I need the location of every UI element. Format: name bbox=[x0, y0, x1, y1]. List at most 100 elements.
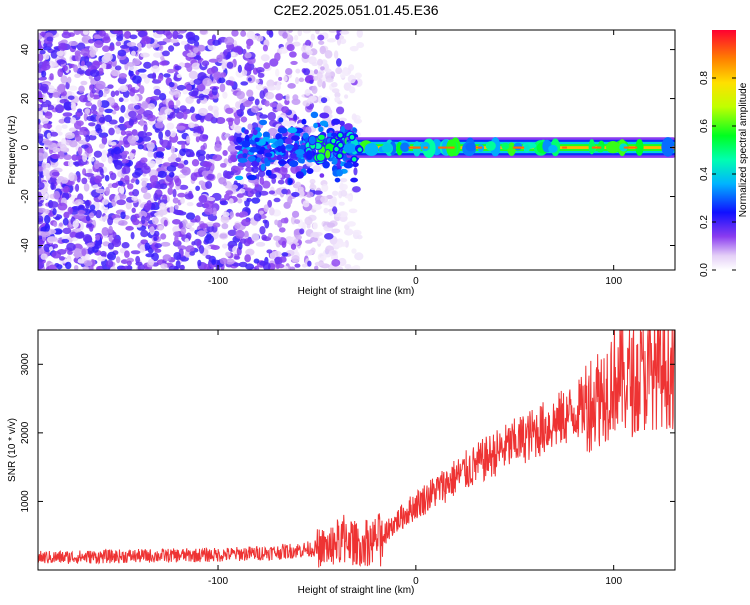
spectrogram-cell bbox=[313, 122, 319, 129]
spectrogram-cell bbox=[132, 75, 142, 84]
spectrogram-cell bbox=[267, 199, 272, 208]
spectrogram-cell bbox=[167, 140, 172, 149]
spectrogram-cell bbox=[266, 79, 275, 88]
spectrogram-cell bbox=[251, 160, 260, 167]
spectrogram-cell bbox=[170, 145, 176, 154]
spectrogram-cell bbox=[332, 190, 339, 196]
spectrogram-cell bbox=[301, 263, 308, 268]
spectrogram-cell bbox=[98, 89, 104, 98]
spectrogram-cell bbox=[101, 198, 109, 205]
spectrogram-cell bbox=[74, 249, 81, 259]
spectrogram-cell bbox=[63, 116, 72, 124]
spectrogram-cell bbox=[220, 162, 227, 168]
spectrogram-cell bbox=[265, 169, 272, 176]
spectrogram-cell bbox=[312, 222, 318, 230]
spectrogram-cell bbox=[82, 266, 90, 270]
spectrogram-cell bbox=[42, 123, 53, 129]
spectrogram-cell bbox=[156, 30, 165, 35]
spectrogram-cell bbox=[295, 68, 301, 74]
spectrogram-cell bbox=[242, 148, 248, 155]
spectrogram-cell bbox=[273, 197, 281, 203]
spectrogram-cell bbox=[145, 253, 155, 258]
spectrogram-cell bbox=[184, 238, 189, 243]
spectrogram-cell bbox=[334, 96, 341, 103]
spectrogram-cell bbox=[173, 251, 182, 261]
spectrogram-cell bbox=[339, 178, 348, 183]
spectrogram-cell bbox=[283, 75, 288, 82]
spectrogram-cell bbox=[234, 222, 241, 230]
spectrogram-cell bbox=[182, 111, 188, 120]
spectrogram-cell bbox=[114, 90, 120, 96]
spectrogram-cell bbox=[38, 53, 44, 62]
spectrogram-cell bbox=[38, 133, 44, 139]
spectrogram-cell bbox=[141, 165, 151, 174]
spectrogram-cell bbox=[103, 214, 109, 219]
spectrogram-cell bbox=[138, 85, 145, 95]
spectrogram-cell bbox=[99, 168, 104, 176]
spectrogram-cell bbox=[66, 90, 73, 97]
spectrogram-cell bbox=[131, 129, 138, 136]
spectrogram-cell bbox=[264, 157, 269, 164]
snr-frame bbox=[37, 329, 676, 571]
spectrogram-cell bbox=[113, 105, 120, 111]
spectrogram-cell bbox=[234, 166, 244, 171]
spectrogram-cell bbox=[282, 31, 288, 39]
spectrogram-cell bbox=[197, 259, 202, 267]
spectrogram-cell bbox=[301, 118, 307, 125]
spectrogram-cell bbox=[185, 135, 191, 144]
spectrogram-panel: -100 0 100 -40 -20 0 20 40 Height of straight l… bbox=[7, 29, 676, 297]
spectrogram-frame bbox=[37, 29, 676, 271]
spectrogram-cell bbox=[277, 166, 288, 176]
spectrogram-cell bbox=[70, 117, 77, 124]
spectrogram-cell bbox=[60, 75, 68, 84]
spectrogram-cell bbox=[278, 76, 283, 82]
spectrogram-cell bbox=[67, 76, 72, 84]
spectrogram-cell bbox=[213, 109, 219, 119]
spectrogram-cell bbox=[247, 77, 252, 82]
spectrogram-cell bbox=[222, 211, 230, 217]
spectrogram-cell bbox=[102, 45, 110, 52]
spectrogram-cell bbox=[263, 62, 271, 69]
spectrogram-cell bbox=[286, 44, 295, 52]
spectrogram-cell bbox=[137, 144, 144, 150]
spectrogram-cell bbox=[168, 45, 175, 52]
snr-xlabel: Height of straight line (km) bbox=[298, 585, 415, 596]
spectrogram-cell bbox=[41, 63, 51, 71]
spectrogram-cell bbox=[77, 210, 86, 215]
spectrogram-cell bbox=[62, 185, 70, 194]
spectrogram-cell bbox=[251, 232, 260, 242]
spectrogram-cell bbox=[275, 84, 281, 91]
spectrogram-cell bbox=[168, 265, 178, 270]
spectrogram-cell bbox=[186, 52, 197, 58]
spectrogram-cell bbox=[324, 49, 333, 59]
spectrogram-cell bbox=[275, 187, 283, 195]
spectrogram-cell bbox=[294, 263, 301, 268]
spectrogram-cell bbox=[159, 183, 168, 190]
spectrogram-cell bbox=[326, 38, 337, 43]
spectrogram-cell bbox=[56, 50, 64, 56]
spectrogram-cell bbox=[117, 140, 124, 146]
spectrogram-cell bbox=[240, 81, 249, 86]
spectrogram-cell bbox=[128, 65, 138, 72]
spectrogram-cell bbox=[172, 188, 177, 198]
spectrogram-cell bbox=[236, 109, 242, 115]
spectrogram-cell bbox=[98, 143, 105, 149]
spectrogram-cell bbox=[331, 228, 341, 234]
spectrogram-cell bbox=[173, 71, 180, 81]
spectrogram-cell bbox=[58, 222, 63, 227]
spectrogram-cell bbox=[208, 58, 219, 63]
spectrogram-cell bbox=[293, 34, 299, 41]
spectrogram-cell bbox=[153, 236, 158, 242]
spectrogram-peak bbox=[447, 146, 455, 149]
spectrogram-cell bbox=[158, 92, 167, 101]
spectrogram-cell bbox=[41, 117, 50, 125]
spectrogram-cell bbox=[240, 116, 248, 123]
spectrogram-cell bbox=[185, 148, 192, 158]
spectrogram-cell bbox=[53, 221, 58, 228]
spectrogram-cell bbox=[234, 145, 243, 151]
spectrogram-cell bbox=[214, 143, 222, 152]
spectrogram-cell bbox=[95, 30, 100, 33]
spectrogram-cell bbox=[95, 234, 101, 241]
